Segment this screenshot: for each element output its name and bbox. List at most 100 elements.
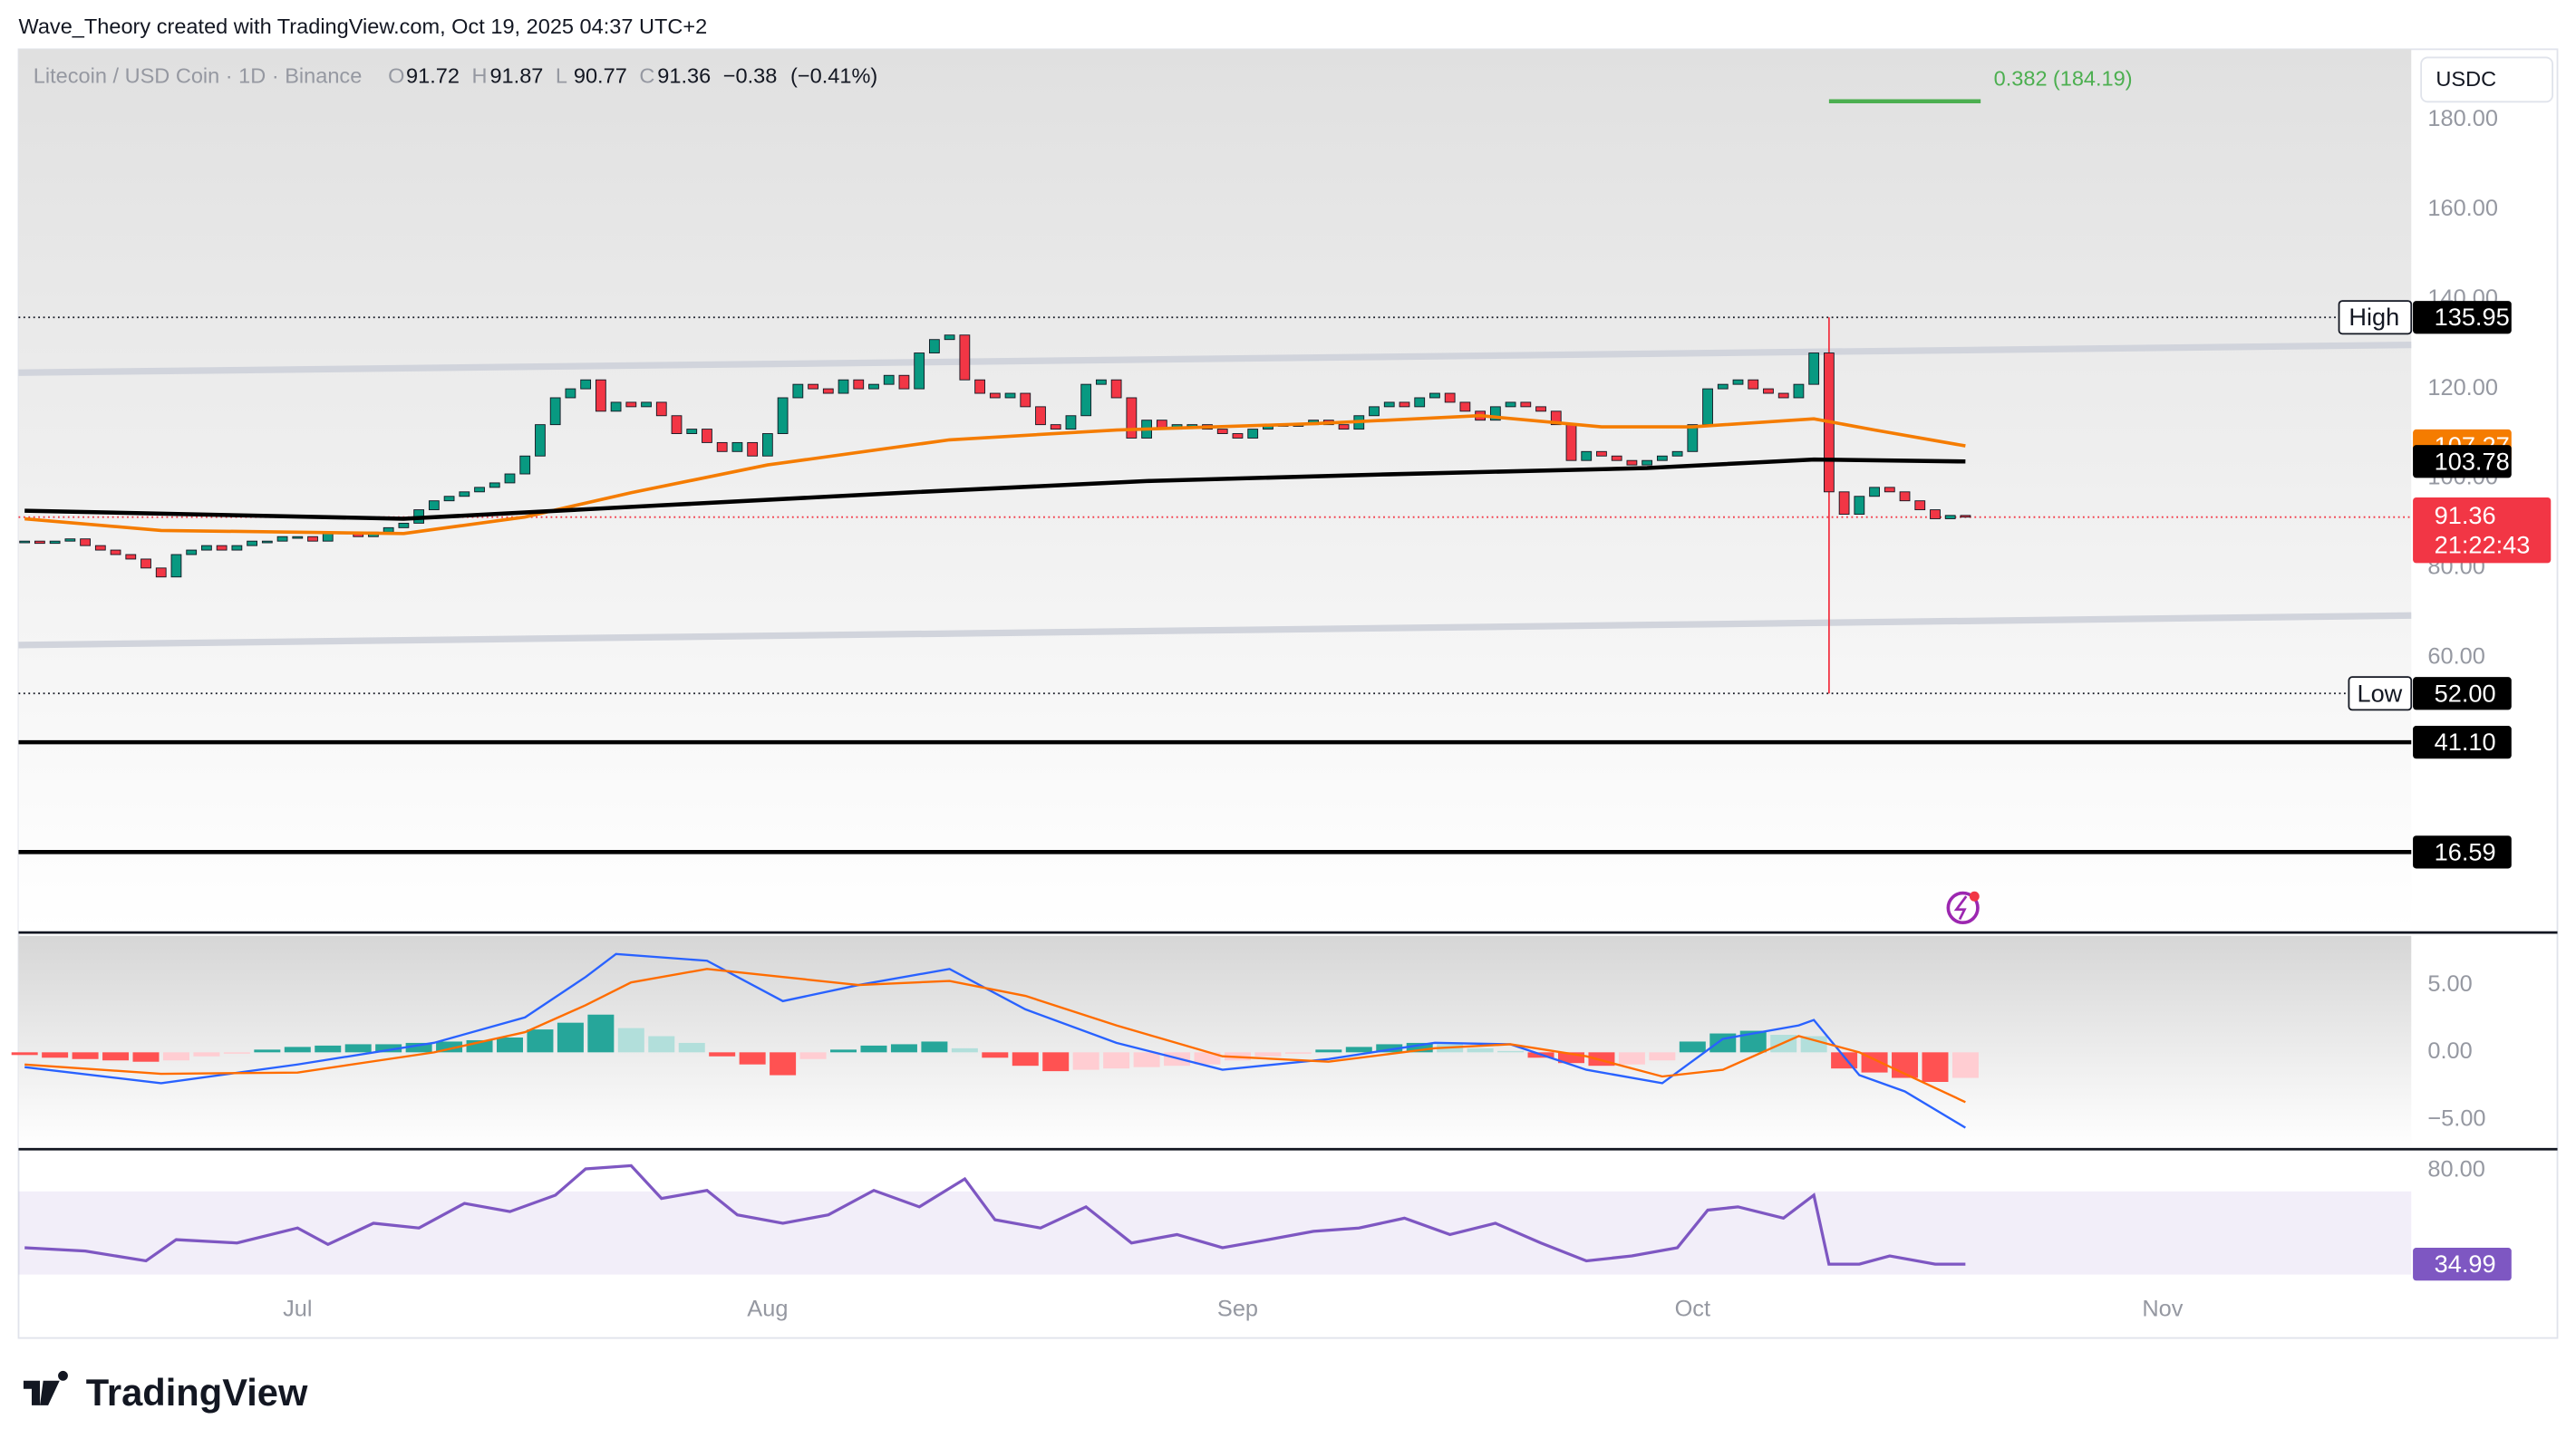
fib-price: (184.19) [2053, 66, 2133, 90]
candle-body [747, 441, 759, 457]
macd-bar [1618, 1052, 1645, 1065]
candle-body [1126, 397, 1138, 439]
price-badge-label: 135.95 [2435, 303, 2510, 331]
low-tag [2348, 676, 2413, 711]
ohlc-key: C [639, 63, 654, 87]
candle-body [535, 424, 546, 457]
macd-bar [1467, 1047, 1494, 1053]
candle-body [1399, 401, 1410, 408]
candle-body [519, 455, 531, 475]
high-tag [2338, 300, 2413, 335]
candle-body [974, 379, 985, 394]
candle-body [565, 388, 576, 399]
candle-body [1444, 392, 1456, 403]
macd-bar [405, 1042, 432, 1053]
candle-body [914, 352, 925, 390]
candle-body [307, 536, 318, 542]
price-badge-label: 103.78 [2435, 447, 2510, 475]
candle-body [1869, 487, 1880, 497]
ohlc-value: 90.77 [574, 63, 627, 87]
candle-body [1216, 429, 1228, 434]
candle-body [186, 549, 198, 555]
ema50-line [24, 413, 1966, 536]
y-tick-label: 160.00 [2427, 196, 2498, 221]
candle-body [1035, 406, 1046, 426]
macd-bar [11, 1052, 38, 1056]
alert-icon[interactable] [1946, 891, 1980, 925]
candle-body [868, 383, 879, 390]
candle-body [1687, 424, 1699, 452]
fib-ratio: 0.382 [1994, 66, 2048, 90]
candle-body [1247, 429, 1259, 439]
candle-body [1899, 491, 1911, 502]
last-price-badge [2413, 497, 2552, 564]
macd-bar [709, 1052, 736, 1057]
macd-bar [344, 1044, 372, 1053]
candle-body [1838, 491, 1850, 515]
candle-body [155, 567, 167, 578]
candle-body [989, 392, 1001, 399]
header: Wave_Theory created with TradingView.com… [18, 14, 707, 38]
macd-bar [890, 1044, 917, 1053]
macd-bar [921, 1041, 948, 1053]
currency-button[interactable] [2420, 56, 2553, 103]
candle-body [1656, 455, 1668, 461]
candle-body [641, 401, 652, 408]
candle-body [792, 383, 804, 399]
candle-body [1732, 379, 1744, 385]
x-tick-label: Jul [283, 1297, 312, 1322]
macd-bar [557, 1022, 584, 1053]
macd-bar [830, 1049, 857, 1053]
candle-body [853, 379, 865, 390]
candle-body [110, 549, 121, 555]
currency[interactable]: USDC [2436, 67, 2496, 91]
overlay: Litecoin / USD Coin · 1D · Binance USDC … [23, 56, 2553, 1414]
macd-bar [678, 1042, 705, 1053]
macd-tick-label: −5.00 [2427, 1105, 2485, 1131]
change-percent: (−0.41%) [790, 63, 877, 87]
price-badge [2413, 726, 2512, 759]
candle-body [1020, 392, 1031, 408]
candle-body [1110, 379, 1122, 399]
ohlc-value: 91.72 [406, 63, 460, 87]
candle-body [1080, 383, 1092, 417]
candle-body [761, 433, 773, 457]
candle-body [276, 536, 288, 542]
macd-bar [951, 1047, 978, 1053]
macd-bar [617, 1028, 644, 1053]
macd-bar [860, 1045, 887, 1053]
candle-body [702, 429, 712, 443]
macd-bar [1254, 1052, 1282, 1057]
candle-body [959, 334, 971, 381]
candle-body [731, 441, 743, 452]
price-badge [2413, 835, 2512, 869]
rsi-tick-label: 80.00 [2427, 1157, 2484, 1183]
macd-bar [102, 1052, 130, 1061]
candle-body [64, 538, 76, 542]
macd-bar [162, 1052, 189, 1061]
ohlc-value: 91.36 [657, 63, 711, 87]
candle-body [686, 429, 698, 434]
macd-bar [587, 1014, 615, 1053]
candle-body [504, 473, 516, 484]
candle-body [1338, 424, 1350, 430]
macd-bar [1406, 1042, 1433, 1053]
macd-pane [18, 935, 2412, 1150]
price-badge-label: 16.59 [2435, 837, 2496, 865]
candle-body [777, 397, 789, 434]
macd-bar [1831, 1052, 1858, 1069]
alert-bolt [1953, 895, 1968, 921]
macd-line [24, 952, 1966, 1129]
macd-bar [254, 1049, 281, 1053]
macd-bar [770, 1052, 797, 1076]
macd-bar [72, 1052, 99, 1059]
ohlc-key: L [556, 63, 567, 87]
price-badge [2413, 677, 2512, 710]
candle-body [822, 388, 834, 394]
candle-body [428, 500, 440, 511]
x-tick-label: Nov [2142, 1297, 2183, 1322]
price-badge-label: 52.00 [2435, 679, 2496, 707]
ohlc-key: H [472, 63, 488, 87]
macd-bar [1922, 1052, 1949, 1083]
candle-body [1429, 392, 1440, 399]
